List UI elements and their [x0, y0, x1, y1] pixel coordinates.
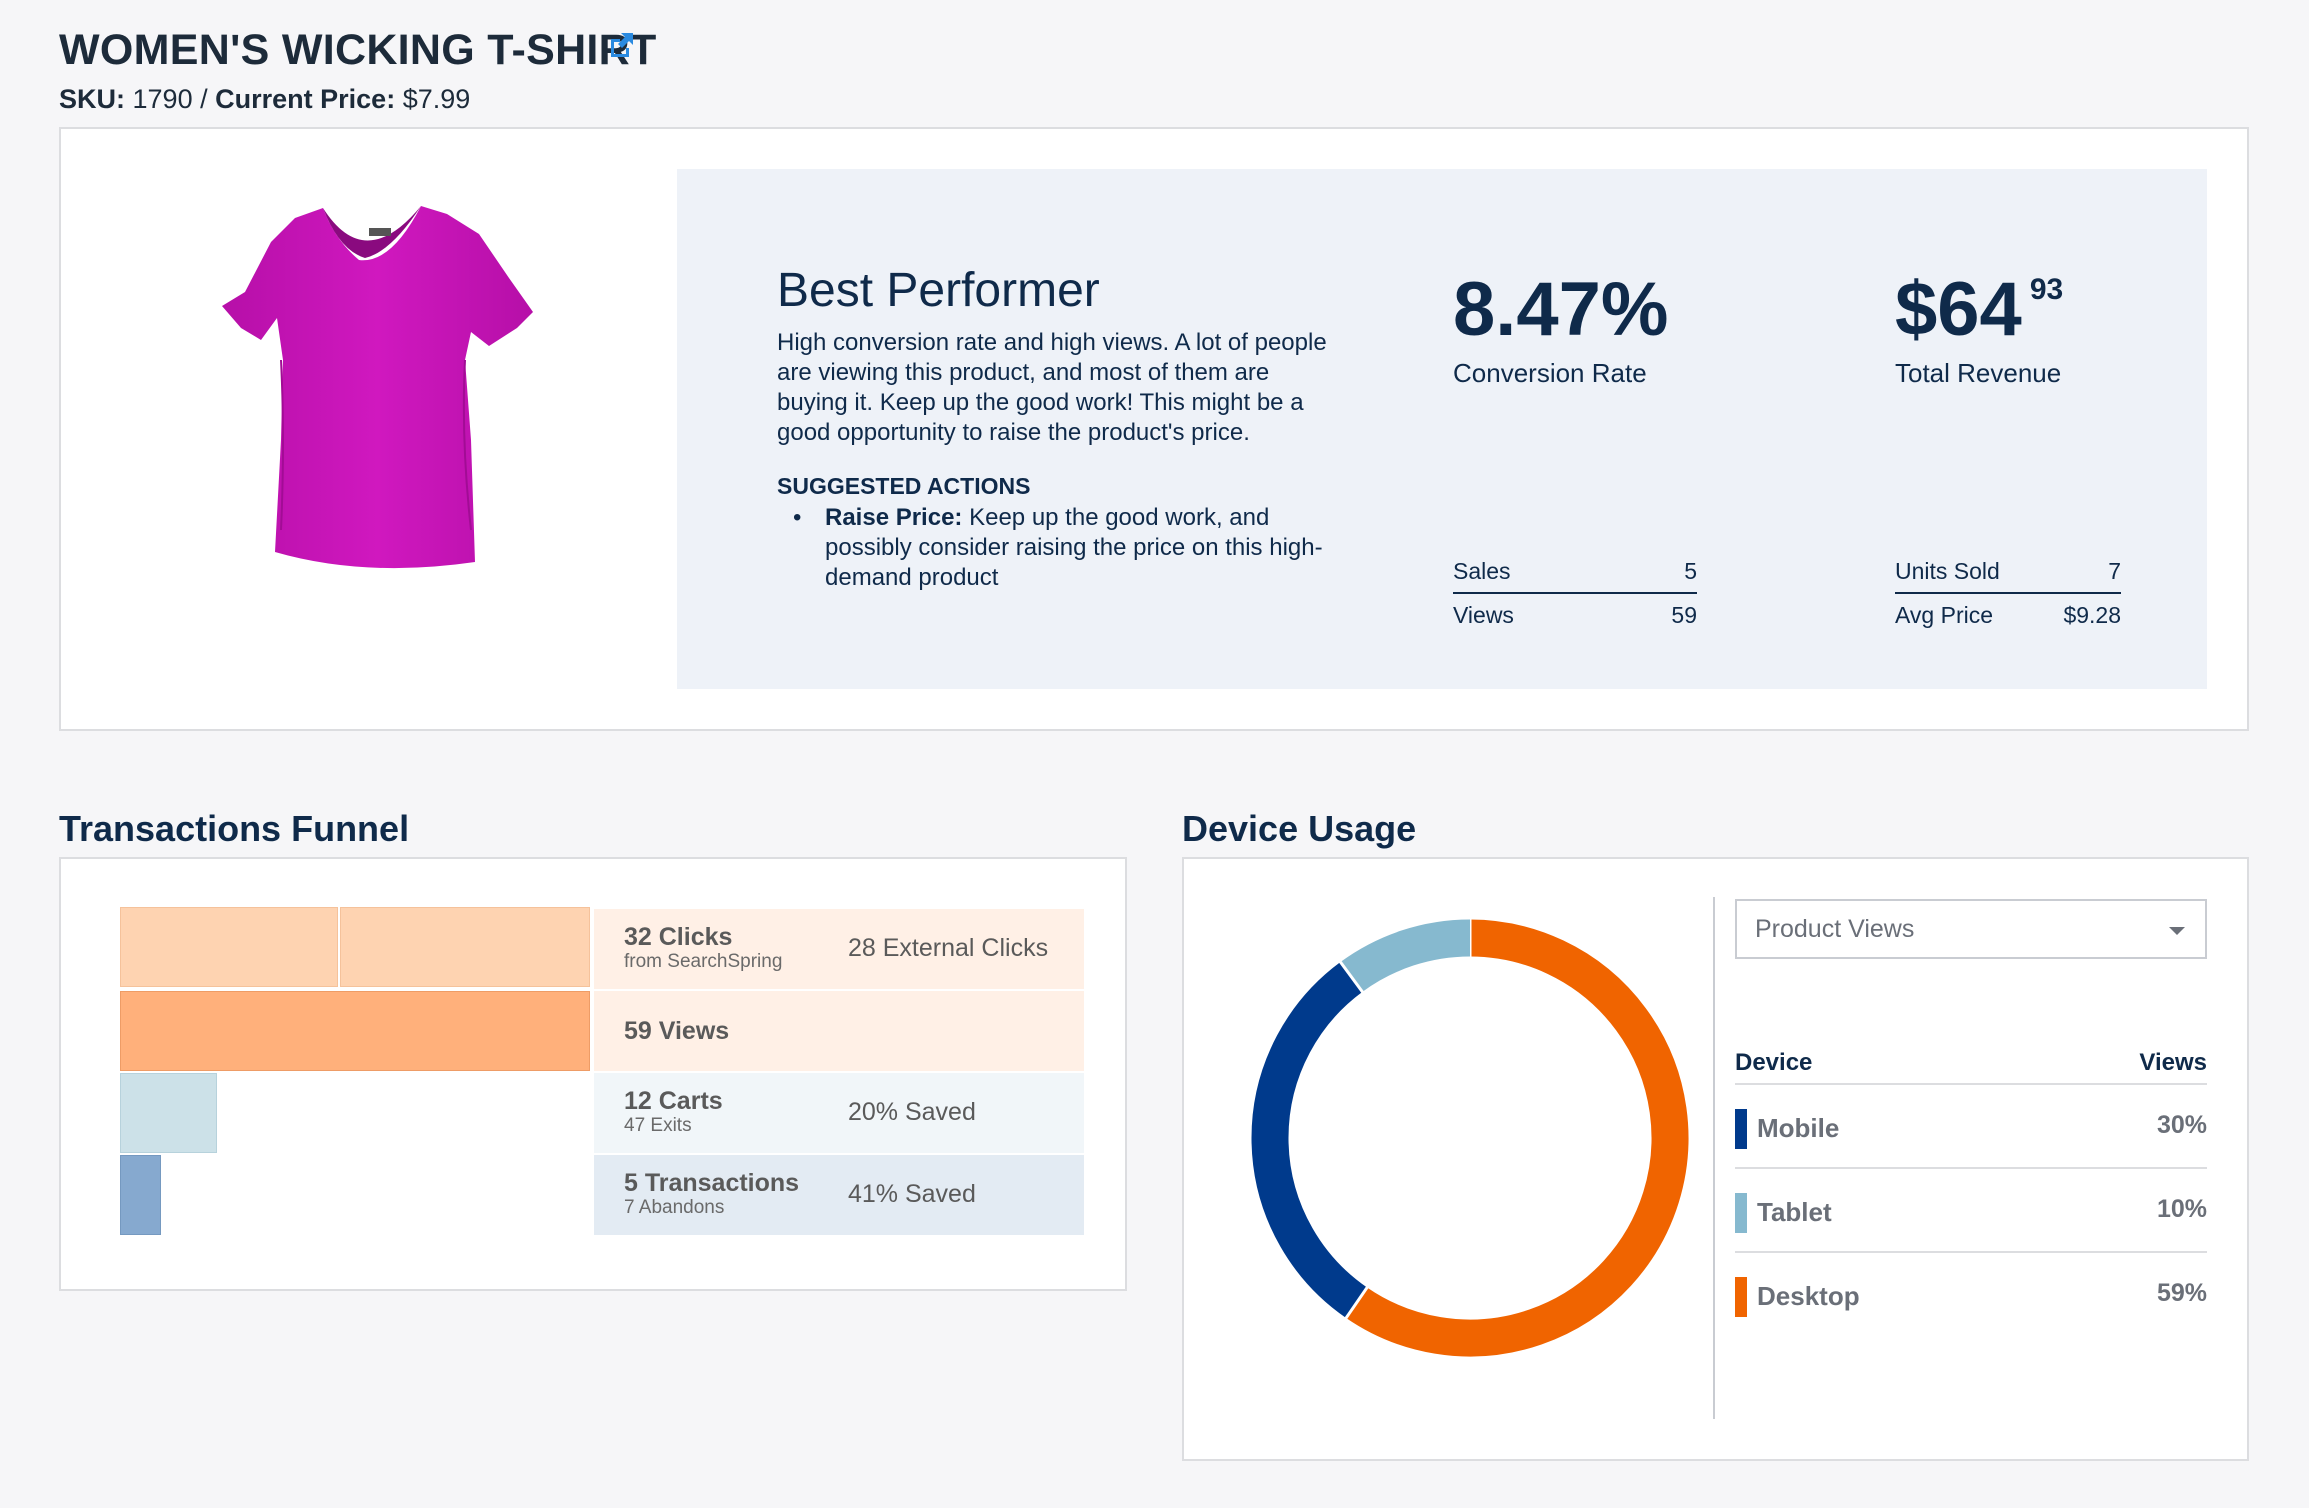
stat-value: 59 — [1671, 602, 1697, 628]
funnel-row-sub: 47 Exits — [624, 1115, 692, 1136]
column-views: Views — [2139, 1049, 2207, 1076]
funnel-row-right: 20% Saved — [848, 1098, 976, 1126]
device-value: 10% — [2156, 1195, 2207, 1223]
column-device: Device — [1735, 1049, 1813, 1076]
funnel-row-sub: 7 Abandons — [624, 1197, 725, 1218]
price-label: Current Price: — [215, 84, 396, 114]
total-revenue-value: $64 93 — [1895, 266, 2063, 353]
stat-label: Avg Price — [1895, 602, 1994, 628]
funnel-bar-clicks-searchspring — [120, 907, 338, 987]
external-link-icon[interactable] — [606, 30, 636, 60]
bullet-icon: • — [793, 504, 802, 531]
stat-label: Sales — [1453, 558, 1511, 584]
donut-slice-separator — [1344, 1285, 1369, 1320]
device-row-mobile: Mobile 30% — [1735, 1085, 2207, 1169]
funnel-bar-clicks-external — [340, 907, 590, 987]
conversion-rate-value: 8.47% — [1453, 267, 1669, 352]
meta-separator: / — [200, 84, 208, 114]
funnel-bar-transactions — [120, 1155, 161, 1235]
device-table-header: Device Views — [1735, 1043, 2207, 1085]
action-body: Keep up the good work, and possibly cons… — [825, 504, 1323, 591]
stat-label: Views — [1453, 602, 1514, 628]
funnel-row-views: 59 Views — [594, 991, 1084, 1071]
device-usage-title: Device Usage — [1182, 808, 1417, 849]
product-meta: SKU: 1790 / Current Price: $7.99 — [59, 84, 470, 115]
sku-label: SKU: — [59, 84, 125, 114]
dropdown-value: Product Views — [1755, 915, 1915, 943]
device-row-desktop: Desktop 59% — [1735, 1253, 2207, 1337]
stat-avg-price: Avg Price $9.28 — [1895, 602, 2121, 638]
performance-panel — [677, 169, 2207, 689]
funnel-row-transactions: 5 Transactions 7 Abandons 41% Saved — [594, 1155, 1084, 1235]
metric-dropdown[interactable]: Product Views — [1735, 899, 2207, 959]
sku-value: 1790 — [132, 84, 193, 114]
stat-value: $9.28 — [2063, 602, 2121, 628]
list-item: • Raise Price: Keep up the good work, an… — [777, 503, 1337, 593]
funnel-row-right: 41% Saved — [848, 1180, 976, 1208]
product-image — [222, 206, 533, 569]
suggested-actions-list: • Raise Price: Keep up the good work, an… — [777, 503, 1337, 593]
device-donut-chart — [1251, 918, 1689, 1357]
funnel-bar-carts — [120, 1073, 217, 1153]
funnel-row-right: 28 External Clicks — [848, 934, 1049, 962]
stat-sales: Sales 5 — [1453, 558, 1697, 594]
funnel-row-sub: from SearchSpring — [624, 951, 783, 972]
total-revenue-label: Total Revenue — [1895, 358, 2062, 388]
revenue-dollars: $64 — [1895, 267, 2022, 352]
performance-title: Best Performer — [777, 264, 1100, 317]
revenue-cents: 93 — [2029, 273, 2064, 306]
donut-slice-desktop — [1346, 919, 1689, 1357]
device-name: Tablet — [1757, 1197, 1832, 1227]
funnel-row-label: 32 Clicks — [624, 923, 733, 951]
device-value: 30% — [2156, 1111, 2207, 1139]
funnel-row-clicks: 32 Clicks from SearchSpring 28 External … — [594, 909, 1084, 989]
stat-value: 7 — [2108, 558, 2121, 584]
action-text: Raise Price: Keep up the good work, and … — [825, 503, 1337, 593]
chevron-down-icon — [2169, 927, 2185, 935]
product-title: WOMEN'S WICKING T-SHIRT — [59, 26, 657, 74]
donut-slice-separator — [1338, 960, 1365, 994]
donut-slice-tablet — [1340, 919, 1471, 993]
price-value: $7.99 — [402, 84, 471, 114]
suggested-actions-heading: SUGGESTED ACTIONS — [777, 473, 1031, 499]
funnel-row-label: 59 Views — [624, 1017, 730, 1045]
stat-value: 5 — [1684, 558, 1697, 584]
mobile-swatch — [1735, 1109, 1747, 1149]
stat-views: Views 59 — [1453, 602, 1697, 638]
donut-slice-mobile — [1251, 962, 1368, 1318]
funnel-row-label: 5 Transactions — [624, 1169, 800, 1197]
performance-description: High conversion rate and high views. A l… — [777, 329, 1327, 446]
device-name: Desktop — [1757, 1281, 1860, 1311]
action-title: Raise Price: — [825, 504, 963, 531]
stat-units-sold: Units Sold 7 — [1895, 558, 2121, 594]
funnel-bar-views — [120, 991, 590, 1071]
tablet-swatch — [1735, 1193, 1747, 1233]
stat-label: Units Sold — [1895, 558, 2000, 584]
device-value: 59% — [2156, 1279, 2207, 1307]
funnel-row-carts: 12 Carts 47 Exits 20% Saved — [594, 1073, 1084, 1153]
funnel-row-label: 12 Carts — [624, 1087, 723, 1115]
funnel-title: Transactions Funnel — [59, 808, 410, 849]
conversion-rate-label: Conversion Rate — [1453, 358, 1647, 388]
device-panel-divider — [1713, 897, 1715, 1419]
desktop-swatch — [1735, 1277, 1747, 1317]
device-name: Mobile — [1757, 1113, 1840, 1143]
device-row-tablet: Tablet 10% — [1735, 1169, 2207, 1253]
